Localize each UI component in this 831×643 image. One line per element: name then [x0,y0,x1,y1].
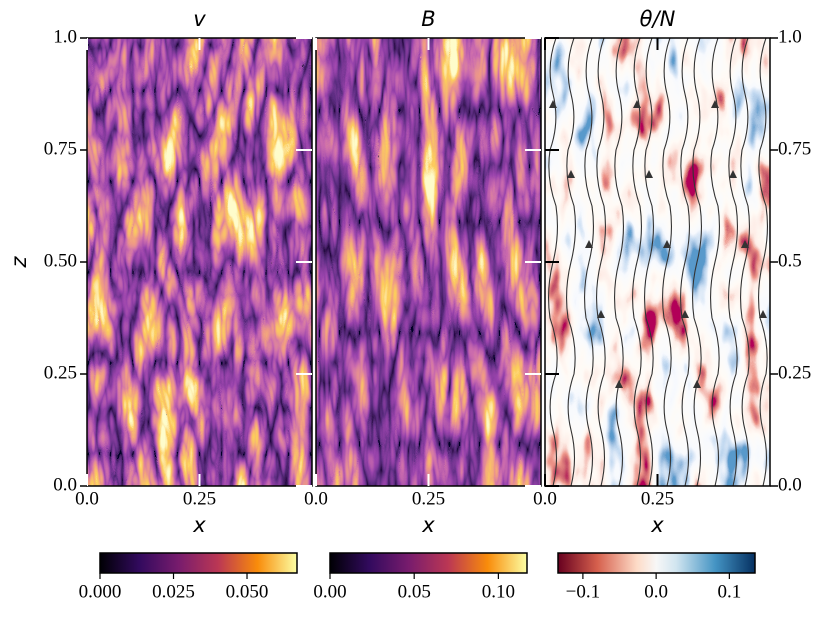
panel-title: v [193,7,206,31]
y-tick-label: 0.25 [44,362,77,383]
y-tick-label: 0.75 [44,138,77,159]
colorbar-tick-label: −0.1 [566,581,600,602]
streamline-arrow [633,100,641,108]
y-tick-label: 0.25 [778,362,811,383]
x-axis-label: x [650,513,664,537]
field-image [545,38,770,486]
panel-title: θ/N [640,7,676,31]
streamline [679,38,691,486]
streamline [613,38,625,486]
streamline [709,38,721,486]
colorbar [329,552,528,574]
panel-title: B [421,7,435,31]
x-tick-label: 0.25 [641,488,674,509]
streamline [691,38,703,486]
colorbar [99,552,298,574]
y-tick-label: 0.75 [778,138,811,159]
colorbar-tick-label: 0.000 [79,581,122,602]
streamline-arrow [663,240,671,248]
colorbar-tick-label: 0.1 [717,581,741,602]
colorbar-tick-label: 0.05 [398,581,431,602]
streamline-arrow [567,170,575,178]
colorbar [557,552,756,574]
y-tick-label: 1.0 [53,26,77,47]
streamline [643,38,655,486]
streamline [631,38,643,486]
x-tick-label: 0.25 [412,488,445,509]
streamline [583,38,595,486]
colorbar-tick-label: 0.10 [482,581,515,602]
streamline-arrow [693,380,701,388]
streamline [565,38,577,486]
streamline-arrow [759,310,767,318]
x-axis-label: x [421,513,435,537]
field-image [87,38,312,486]
streamline-arrow [549,100,557,108]
streamline-arrow [741,240,749,248]
field-image [316,38,541,486]
streamline [727,38,739,486]
x-tick-label: 0.0 [75,488,99,509]
colorbar-tick-label: 0.050 [226,581,269,602]
y-tick-label: 0.0 [53,474,77,495]
streamline [739,38,751,486]
streamline [661,38,673,486]
y-tick-label: 0.0 [778,474,802,495]
x-axis-label: x [192,513,206,537]
streamline-arrow [585,240,593,248]
streamline-arrow [681,310,689,318]
colorbar-tick-label: 0.025 [152,581,195,602]
streamline-arrow [711,100,719,108]
y-tick-label: 0.5 [778,250,802,271]
streamline-arrow [645,170,653,178]
colorbar-tick-label: 0.00 [313,581,346,602]
x-tick-label: 0.0 [304,488,328,509]
streamline-arrow [597,310,605,318]
streamline [595,38,607,486]
colorbar-tick-label: 0.0 [644,581,668,602]
streamline [757,38,769,486]
x-tick-label: 0.0 [533,488,557,509]
y-axis-label: z [7,256,31,269]
streamline-arrow [729,170,737,178]
y-tick-label: 1.0 [778,26,802,47]
x-tick-label: 0.25 [183,488,216,509]
y-tick-label: 0.50 [44,250,77,271]
streamline-arrow [615,380,623,388]
